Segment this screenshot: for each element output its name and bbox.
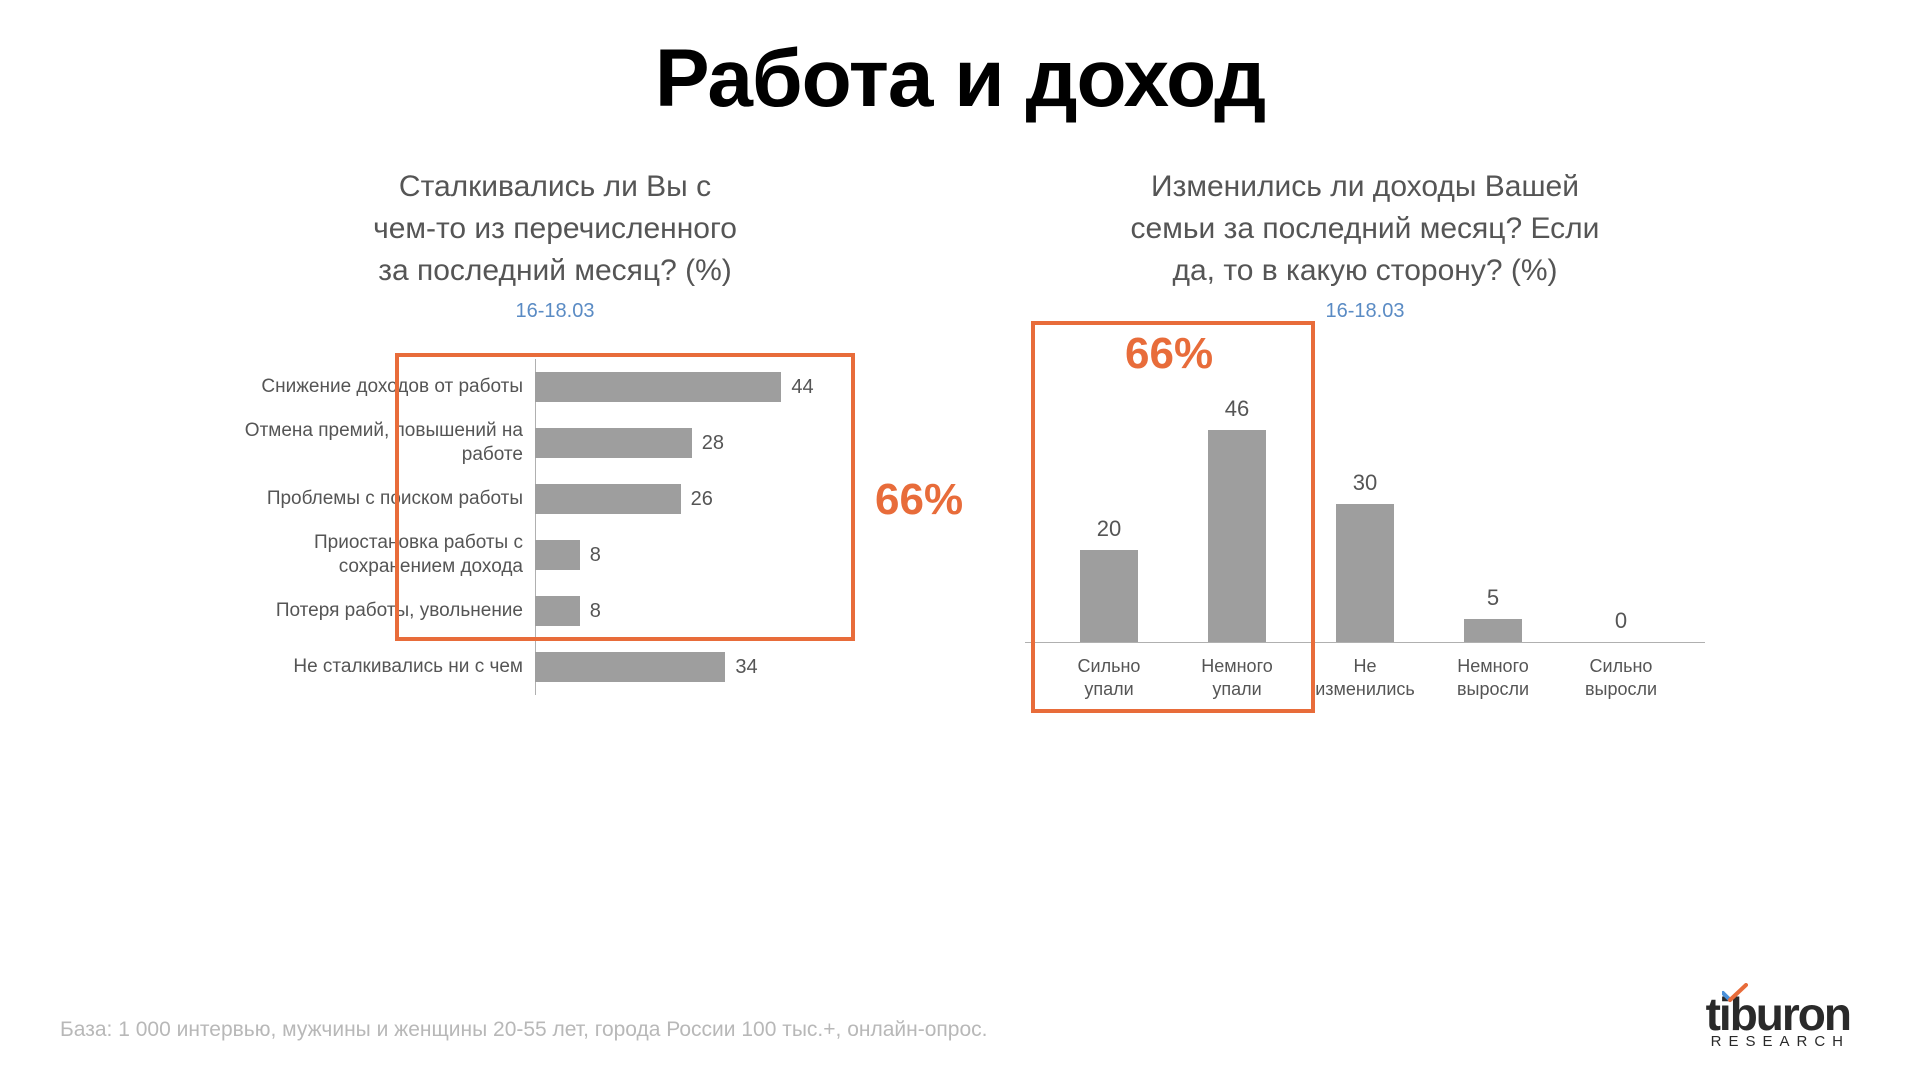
- vbar-bar: [1080, 550, 1138, 642]
- hbar-bar-area: 8: [535, 583, 895, 639]
- hbar-bar: [535, 484, 681, 514]
- hbar-row: Не сталкивались ни с чем 34: [215, 639, 895, 695]
- logo-name: tiburon: [1706, 991, 1850, 1037]
- hbar-label: Потеря работы, увольнение: [215, 599, 535, 623]
- right-chart-date: 16-18.03: [1025, 300, 1705, 323]
- vbar-label: Немноговыросли: [1429, 655, 1557, 702]
- logo: tiburon RESEARCH: [1706, 991, 1850, 1050]
- hbar-row: Проблемы с поиском работы 26: [215, 471, 895, 527]
- logo-check-icon: [1722, 983, 1748, 1007]
- hbar-value: 34: [735, 656, 757, 679]
- hbar-value: 26: [691, 488, 713, 511]
- hbar-label: Не сталкивались ни с чем: [215, 655, 535, 679]
- hbar-label: Снижение доходов от работы: [215, 375, 535, 399]
- vbar-value: 30: [1353, 470, 1377, 496]
- left-chart-question: Сталкивались ли Вы счем-то из перечислен…: [215, 166, 895, 292]
- hbar-row: Потеря работы, увольнение 8: [215, 583, 895, 639]
- hbar-value: 28: [702, 432, 724, 455]
- vbar-bar: [1464, 619, 1522, 642]
- vbar-col: 20: [1045, 373, 1173, 642]
- vbar-col: 5: [1429, 373, 1557, 642]
- hbar-bar-area: 8: [535, 527, 895, 583]
- hbar-value: 8: [590, 600, 601, 623]
- vbar-callout: 66%: [1125, 329, 1213, 379]
- hbar-value: 8: [590, 544, 601, 567]
- vbar-value: 46: [1225, 396, 1249, 422]
- hbar-bar: [535, 596, 580, 626]
- left-chart-block: Сталкивались ли Вы счем-то из перечислен…: [215, 166, 895, 702]
- vbar-col: 30: [1301, 373, 1429, 642]
- hbar-bar: [535, 540, 580, 570]
- vbar-col: 46: [1173, 373, 1301, 642]
- hbar-row: Снижение доходов от работы 44: [215, 359, 895, 415]
- hbar-chart: Снижение доходов от работы 44 Отмена преми…: [215, 359, 895, 695]
- vbar-bar: [1336, 504, 1394, 642]
- hbar-label: Приостановка работы с сохранением дохода: [215, 531, 535, 579]
- vbar-value: 0: [1615, 608, 1627, 634]
- hbar-row: Отмена премий, повышений на работе 28: [215, 415, 895, 471]
- charts-container: Сталкивались ли Вы счем-то из перечислен…: [0, 166, 1920, 702]
- hbar-label: Проблемы с поиском работы: [215, 487, 535, 511]
- hbar-bar: [535, 372, 781, 402]
- vbar-value: 20: [1097, 516, 1121, 542]
- vbar-plot: 20 46 30 5 0: [1025, 373, 1705, 643]
- hbar-bar-area: 34: [535, 639, 895, 695]
- right-chart-question: Изменились ли доходы Вашейсемьи за после…: [1025, 166, 1705, 292]
- vbar-label: Сильновыросли: [1557, 655, 1685, 702]
- vbar-col: 0: [1557, 373, 1685, 642]
- hbar-label: Отмена премий, повышений на работе: [215, 419, 535, 467]
- hbar-bar: [535, 428, 692, 458]
- vbar-labels: СильноупалиНемногоупалиНеизменилисьНемно…: [1025, 655, 1705, 702]
- vbar-value: 5: [1487, 585, 1499, 611]
- hbar-row: Приостановка работы с сохранением дохода…: [215, 527, 895, 583]
- hbar-bar-area: 26: [535, 471, 895, 527]
- vbar-bar: [1208, 430, 1266, 642]
- footer-note: База: 1 000 интервью, мужчины и женщины …: [60, 1018, 987, 1042]
- hbar-bar-area: 44: [535, 359, 895, 415]
- hbar-callout: 66%: [875, 475, 963, 525]
- left-chart-date: 16-18.03: [215, 300, 895, 323]
- vbar-label: Неизменились: [1301, 655, 1429, 702]
- right-chart-block: Изменились ли доходы Вашейсемьи за после…: [1025, 166, 1705, 702]
- page-title: Работа и доход: [0, 0, 1920, 126]
- vbar-chart: 20 46 30 5 0 СильноупалиНемногоупалиНеизмени…: [1025, 373, 1705, 702]
- vbar-label: Немногоупали: [1173, 655, 1301, 702]
- vbar-label: Сильноупали: [1045, 655, 1173, 702]
- hbar-bar: [535, 652, 725, 682]
- hbar-value: 44: [791, 376, 813, 399]
- hbar-bar-area: 28: [535, 415, 895, 471]
